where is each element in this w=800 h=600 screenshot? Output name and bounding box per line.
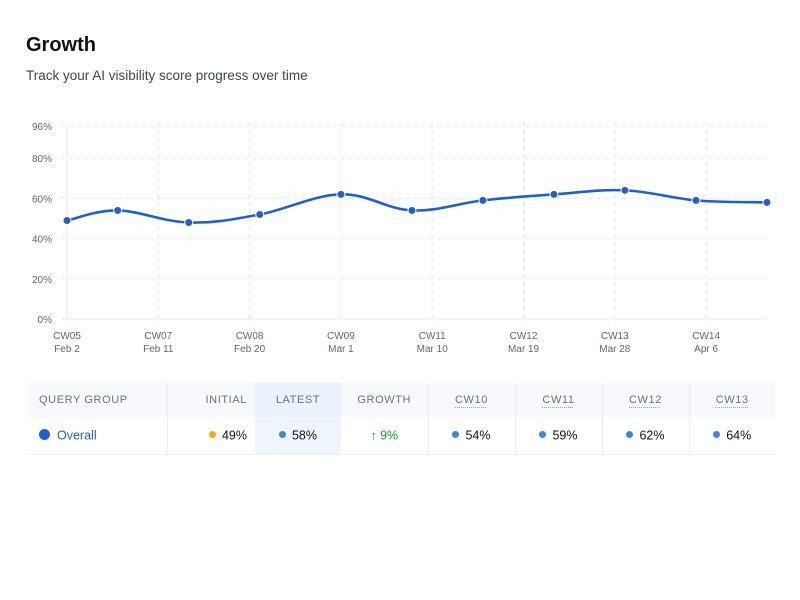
y-axis: 0% 20% 40% 60% 80% 96% <box>32 122 52 326</box>
data-point <box>336 189 346 199</box>
page-title: Growth <box>26 34 96 56</box>
header-week-cw11[interactable]: CW11 <box>515 383 603 417</box>
x-tick-date: Mar 10 <box>417 344 449 355</box>
y-tick-label: 60% <box>32 194 52 205</box>
page-subtitle: Track your AI visibility score progress … <box>26 68 308 83</box>
data-point <box>407 205 417 215</box>
x-tick-date: Mar 19 <box>508 344 540 355</box>
header-week-label: CW12 <box>629 394 662 406</box>
growth-table-container: QUERY GROUP INITIAL LATEST GROWTH CW10 C… <box>26 383 775 455</box>
header-latest[interactable]: LATEST <box>255 383 341 417</box>
growth-value: ↑ 9% <box>370 428 399 443</box>
header-week-cw10[interactable]: CW10 <box>428 383 516 417</box>
y-tick-label: 0% <box>38 315 53 326</box>
query-group-cell[interactable]: Overall <box>26 417 168 455</box>
data-point <box>478 195 488 205</box>
x-tick-week: CW07 <box>144 331 172 342</box>
week-cell-cw13: 64% <box>689 417 775 455</box>
week-value: 54% <box>465 428 491 443</box>
x-tick-week: CW08 <box>236 331 264 342</box>
week-dot <box>539 431 547 439</box>
y-tick-label: 96% <box>32 122 52 133</box>
x-tick-date: Mar 1 <box>328 344 354 355</box>
series-points <box>62 185 772 227</box>
week-cell-cw12: 62% <box>602 417 690 455</box>
y-tick-label: 40% <box>32 235 52 246</box>
week-dot <box>626 431 634 439</box>
week-dot <box>452 431 460 439</box>
growth-table: QUERY GROUP INITIAL LATEST GROWTH CW10 C… <box>26 383 775 455</box>
header-week-label: CW13 <box>715 394 749 406</box>
growth-cell: ↑ 9% <box>341 417 429 455</box>
header-week-label: CW10 <box>455 394 488 406</box>
x-tick-week: CW05 <box>53 331 81 342</box>
header-query-group[interactable]: QUERY GROUP <box>26 383 168 417</box>
header-week-label: CW11 <box>542 394 575 406</box>
initial-dot <box>208 431 216 439</box>
x-axis: CW05 Feb 2 CW07 Feb 11 CW08 Feb 20 CW09 Mar 1 CW… <box>53 331 720 355</box>
x-tick-week: CW12 <box>510 331 538 342</box>
data-point <box>255 209 265 219</box>
week-cell-cw10: 54% <box>428 417 516 455</box>
week-value: 59% <box>552 428 578 443</box>
x-tick-week: CW11 <box>419 331 446 342</box>
x-tick-week: CW09 <box>327 331 355 342</box>
data-point <box>113 205 123 215</box>
data-point <box>184 218 194 227</box>
header-week-cw12[interactable]: CW12 <box>602 383 690 417</box>
latest-cell: 58% <box>255 417 341 455</box>
week-value: 64% <box>726 428 752 443</box>
series-line-overall <box>65 188 769 224</box>
table-row[interactable]: Overall 49% 58% ↑ 9% 54% 59% 62% <box>26 417 775 455</box>
data-point <box>62 215 72 225</box>
header-growth[interactable]: GROWTH <box>341 383 429 417</box>
y-tick-label: 20% <box>32 275 52 286</box>
header-week-cw13[interactable]: CW13 <box>689 383 775 417</box>
latest-dot <box>278 431 286 439</box>
data-point <box>549 189 559 199</box>
data-point <box>691 195 701 205</box>
x-tick-date: Feb 20 <box>234 344 266 355</box>
x-tick-date: Apr 6 <box>694 344 718 355</box>
latest-value: 58% <box>291 428 318 443</box>
x-tick-week: CW13 <box>601 331 629 342</box>
initial-value: 49% <box>221 428 247 443</box>
x-tick-date: Mar 28 <box>599 344 631 355</box>
x-tick-week: CW14 <box>692 331 720 342</box>
y-tick-label: 80% <box>32 154 52 165</box>
week-dot <box>713 431 721 439</box>
x-tick-date: Feb 2 <box>54 344 80 355</box>
chart-grid <box>61 122 767 323</box>
header-initial[interactable]: INITIAL <box>167 383 255 417</box>
table-header-row: QUERY GROUP INITIAL LATEST GROWTH CW10 C… <box>26 383 775 417</box>
initial-cell: 49% <box>167 417 255 455</box>
week-value: 62% <box>639 428 665 443</box>
query-group-name[interactable]: Overall <box>57 428 97 443</box>
week-cell-cw11: 59% <box>515 417 603 455</box>
data-point <box>762 197 772 207</box>
data-point <box>620 185 630 195</box>
x-tick-date: Feb 11 <box>143 344 174 355</box>
series-color-dot <box>39 429 50 441</box>
